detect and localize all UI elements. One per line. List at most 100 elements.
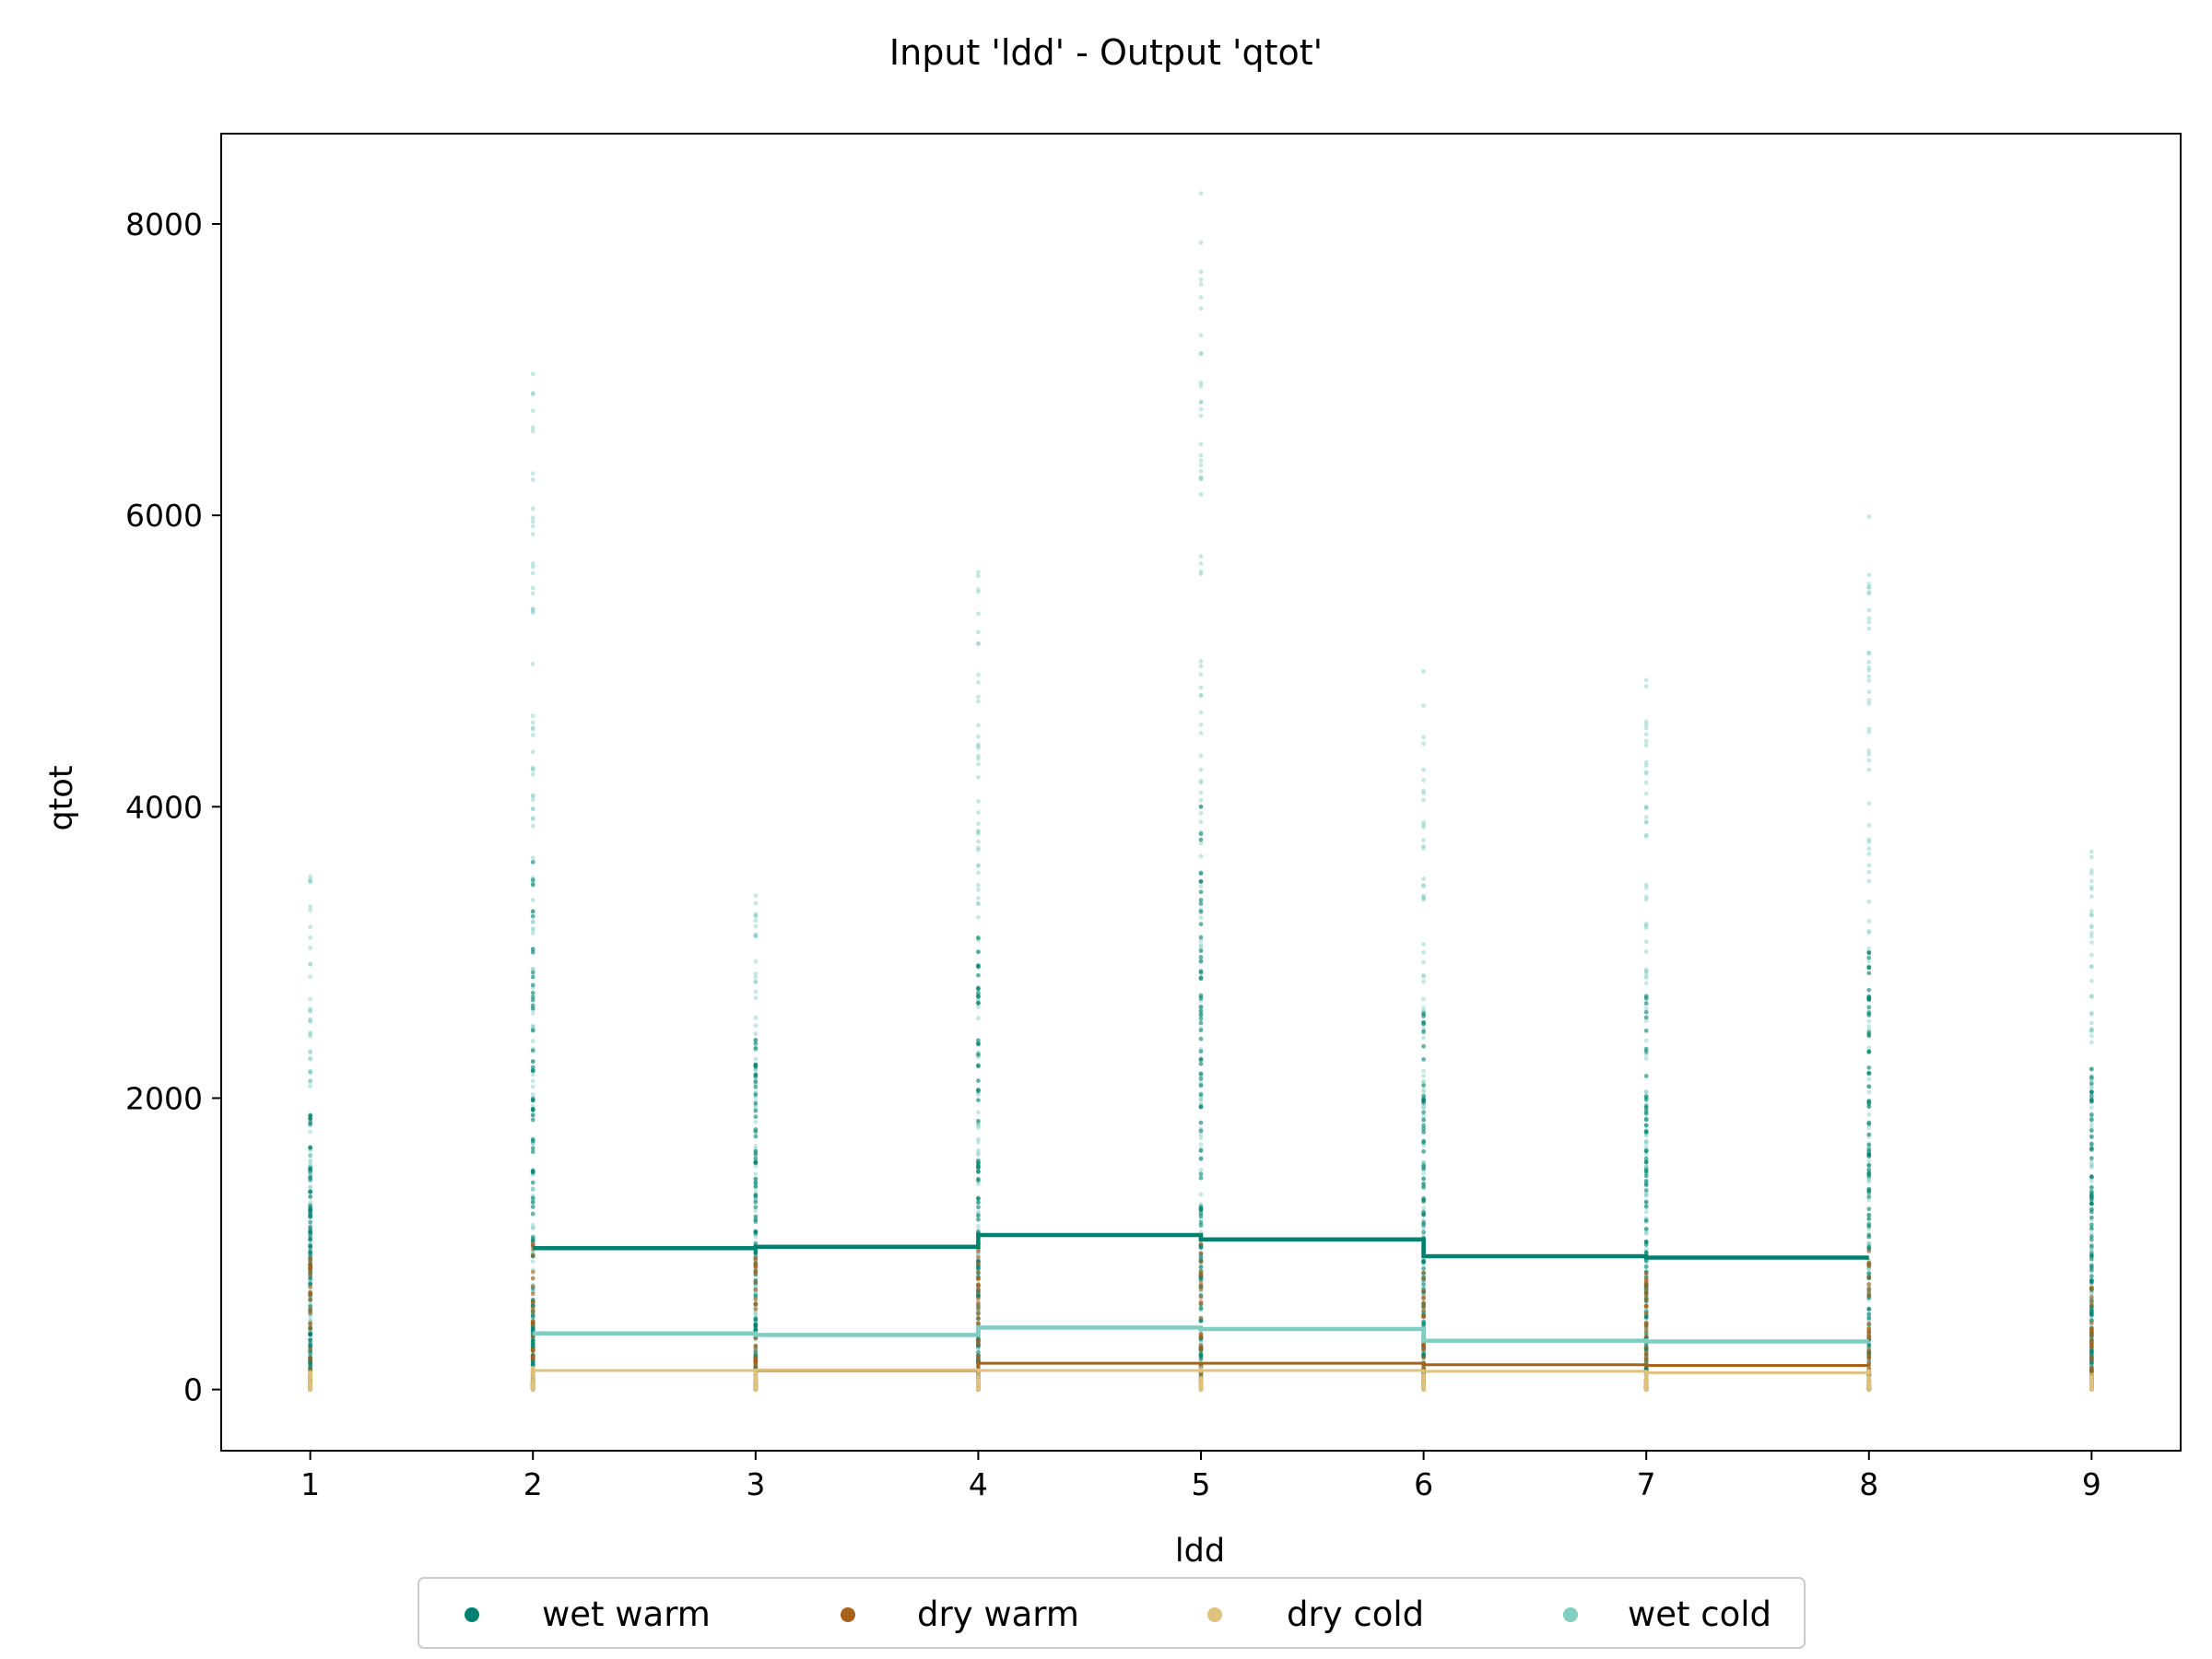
scatter-point xyxy=(1866,1112,1872,1117)
scatter-point xyxy=(1866,863,1872,868)
scatter-point xyxy=(1866,1142,1872,1147)
scatter-point xyxy=(976,1092,981,1097)
scatter-point xyxy=(1198,889,1204,895)
scatter-point xyxy=(976,863,981,868)
scatter-point xyxy=(1198,1207,1204,1213)
scatter-point xyxy=(1421,1140,1426,1146)
scatter-point xyxy=(753,1317,759,1323)
scatter-point xyxy=(530,765,535,771)
scatter-point xyxy=(1643,1163,1649,1169)
scatter-point xyxy=(753,995,759,1001)
scatter-point xyxy=(1421,1148,1426,1154)
scatter-point xyxy=(1198,1223,1204,1228)
scatter-point xyxy=(1866,1216,1872,1221)
scatter-point xyxy=(1866,1033,1872,1039)
scatter-point xyxy=(976,821,981,826)
scatter-point xyxy=(1421,1126,1426,1132)
scatter-point xyxy=(1643,949,1649,955)
scatter-point xyxy=(1643,1209,1649,1215)
scatter-point xyxy=(1421,1117,1426,1123)
scatter-point xyxy=(976,1312,981,1317)
scatter-point xyxy=(2088,1291,2094,1296)
scatter-point xyxy=(1643,1074,1649,1078)
scatter-point xyxy=(753,912,759,918)
scatter-point xyxy=(976,1158,981,1163)
scatter-point xyxy=(1643,1328,1649,1333)
scatter-point xyxy=(530,1309,535,1314)
scatter-point xyxy=(753,971,759,976)
scatter-point xyxy=(1421,1176,1426,1182)
scatter-point xyxy=(1643,1231,1649,1236)
scatter-point xyxy=(530,726,535,732)
scatter-point xyxy=(2088,1256,2094,1262)
scatter-point xyxy=(1866,590,1872,594)
scatter-point xyxy=(308,1159,313,1165)
scatter-point xyxy=(1421,1043,1426,1049)
scatter-point xyxy=(976,1052,981,1057)
scatter-point xyxy=(530,1059,535,1065)
scatter-point xyxy=(1198,1076,1204,1081)
scatter-point xyxy=(976,1182,981,1187)
scatter-point xyxy=(976,756,981,761)
scatter-point xyxy=(1866,1282,1872,1287)
scatter-point xyxy=(976,734,981,739)
scatter-point xyxy=(753,1194,759,1199)
scatter-point xyxy=(1421,822,1426,828)
x-tick-label: 2 xyxy=(524,1466,543,1502)
scatter-point xyxy=(530,1078,535,1084)
scatter-point xyxy=(2088,1117,2094,1123)
scatter-point xyxy=(976,1005,981,1009)
scatter-point xyxy=(1866,1321,1872,1326)
scatter-point xyxy=(2088,1099,2094,1104)
scatter-point xyxy=(1866,1234,1872,1240)
scatter-point xyxy=(1643,922,1649,926)
scatter-point xyxy=(530,1136,535,1142)
scatter-point xyxy=(1643,1156,1649,1161)
scatter-point xyxy=(308,1177,313,1182)
scatter-point xyxy=(976,754,981,759)
scatter-point xyxy=(2088,1066,2094,1072)
scatter-point xyxy=(976,1223,981,1229)
scatter-point xyxy=(2088,1237,2094,1242)
scatter-point xyxy=(1643,1265,1649,1269)
scatter-point xyxy=(1866,1197,1872,1203)
scatter-point xyxy=(530,1323,535,1328)
scatter-point xyxy=(2088,1020,2094,1026)
scatter-point xyxy=(530,1195,535,1201)
scatter-point xyxy=(753,1387,759,1392)
scatter-point xyxy=(976,1000,981,1006)
scatter-point xyxy=(1198,1192,1204,1197)
scatter-point xyxy=(1198,778,1204,783)
scatter-point xyxy=(530,806,535,812)
scatter-point xyxy=(753,1023,759,1029)
step-lines-layer xyxy=(533,1232,1869,1374)
scatter-point xyxy=(308,1152,313,1158)
scatter-point xyxy=(1643,791,1649,796)
scatter-point xyxy=(530,1011,535,1016)
scatter-point xyxy=(1866,1293,1872,1299)
chart-title: Input 'ldd' - Output 'qtot' xyxy=(889,32,1323,73)
scatter-point xyxy=(1198,837,1204,842)
scatter-point xyxy=(1421,1035,1426,1041)
scatter-point xyxy=(530,1048,535,1053)
scatter-point xyxy=(1866,1194,1872,1199)
scatter-point xyxy=(530,970,535,975)
scatter-point xyxy=(753,1377,759,1382)
scatter-point xyxy=(1643,1250,1649,1255)
scatter-point xyxy=(308,996,313,1002)
scatter-point xyxy=(2088,1141,2094,1147)
scatter-point xyxy=(308,1387,313,1393)
scatter-point xyxy=(2088,1135,2094,1139)
scatter-point xyxy=(1643,684,1649,689)
scatter-point xyxy=(2088,1268,2094,1273)
scatter-point xyxy=(976,972,981,978)
scatter-point xyxy=(753,1119,759,1124)
scatter-point xyxy=(1866,1077,1872,1082)
scatter-point xyxy=(1643,1170,1649,1174)
legend-label: wet warm xyxy=(542,1594,711,1634)
scatter-point xyxy=(1866,852,1872,856)
scatter-point xyxy=(1198,1028,1204,1033)
scatter-point xyxy=(2088,1028,2094,1032)
scatter-point xyxy=(530,920,535,925)
scatter-point xyxy=(1421,1078,1426,1084)
